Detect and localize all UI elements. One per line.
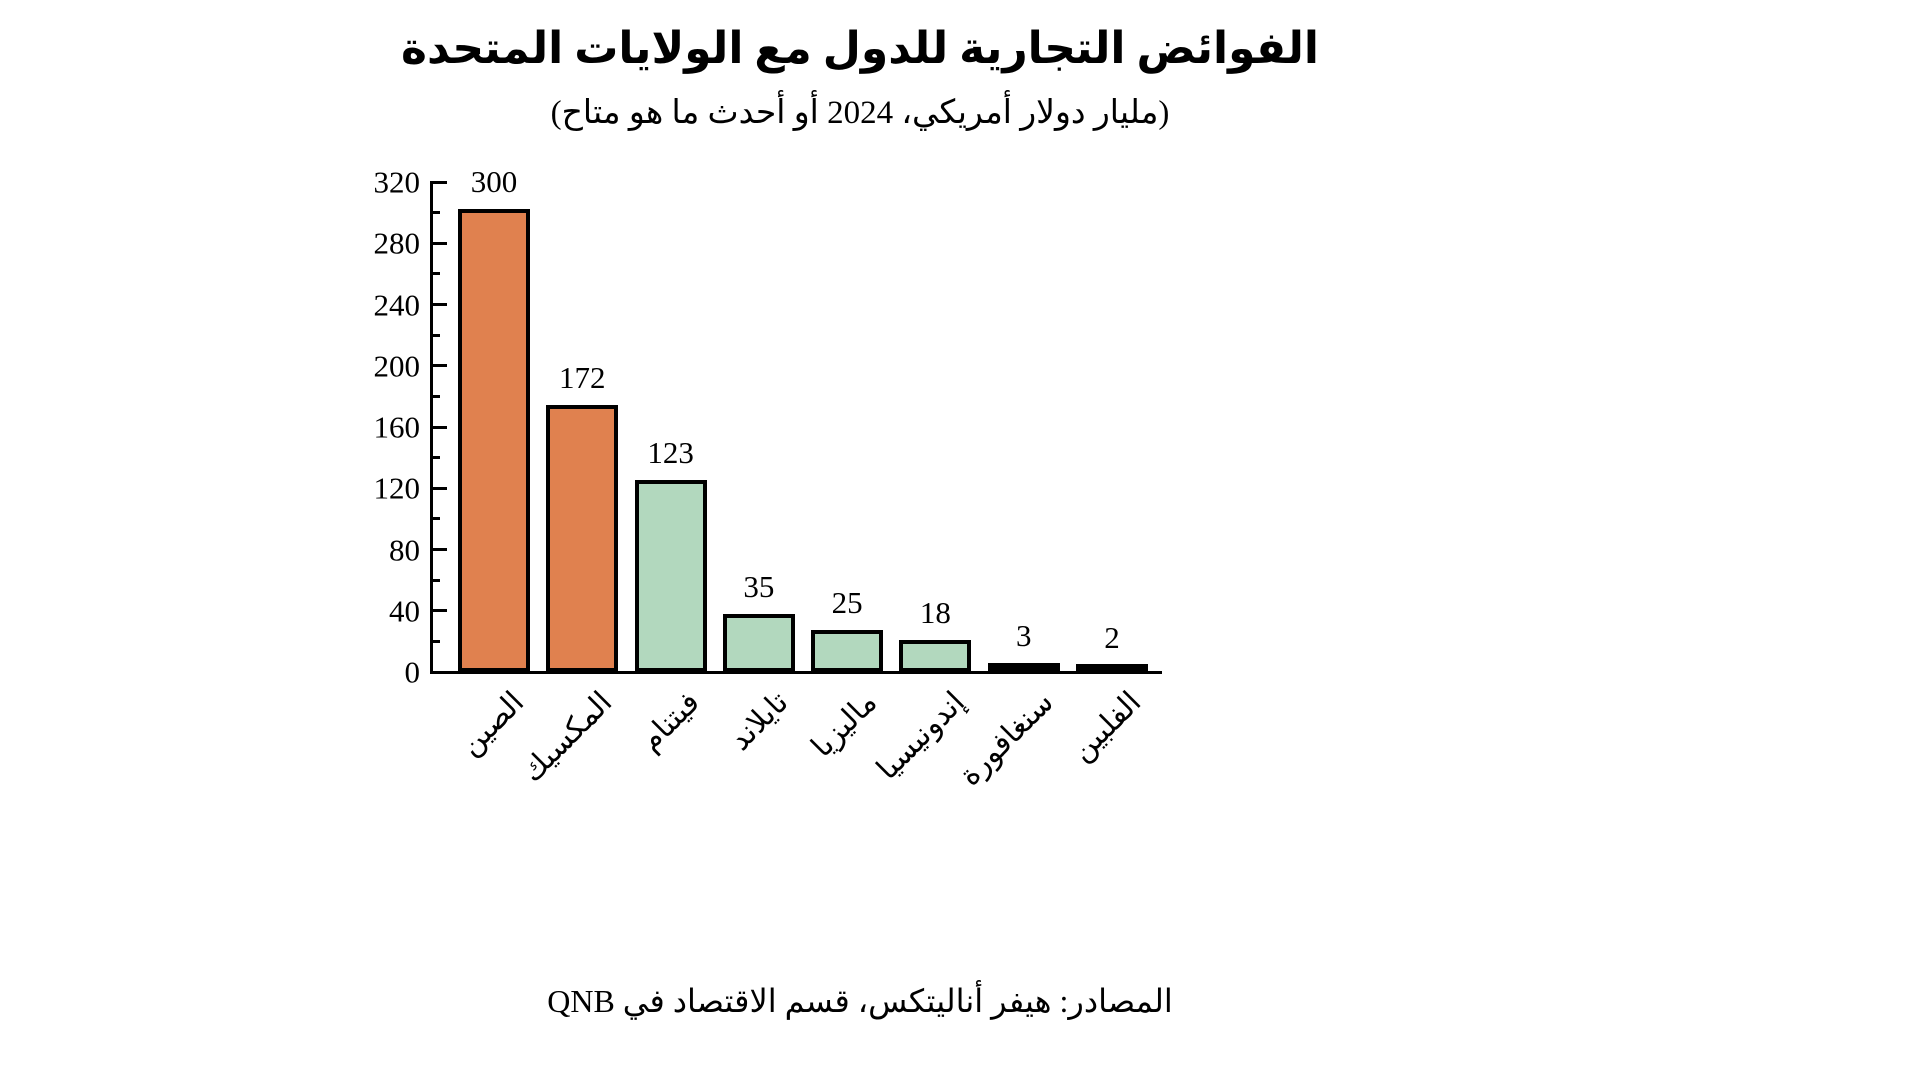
bar-group-china: 300 [458, 166, 530, 672]
y-minor-tick-260 [430, 272, 440, 276]
bar-value-mexico: 172 [559, 359, 606, 395]
bar-group-mexico: 172 [546, 182, 619, 672]
chart-figure: الفوائض التجارية للدول مع الولايات المتح… [330, 0, 1390, 1080]
bar-value-thailand: 35 [743, 569, 775, 605]
chart-title: الفوائض التجارية للدول مع الولايات المتح… [401, 24, 1319, 73]
bar-china [458, 208, 530, 672]
y-minor-tick-20 [430, 639, 440, 643]
y-major-tick-80 [430, 548, 447, 551]
x-label-china: الصين [453, 685, 530, 763]
bar-indonesia [899, 640, 972, 672]
y-major-tick-200 [430, 364, 447, 368]
x-label-malaysia: ماليزيا [804, 685, 884, 764]
bar-value-philippines: 2 [1104, 619, 1120, 655]
bar-singapore [987, 663, 1060, 672]
y-tick-label-320: 320 [373, 164, 421, 200]
bar-group-indonesia: 18 [899, 182, 972, 672]
bars-group: 300 172 123 35 25 18 3 2 [458, 166, 1148, 672]
y-minor-tick-140 [430, 456, 440, 460]
y-major-tick-40 [430, 609, 447, 613]
y-tick-label-120: 120 [373, 470, 421, 506]
source-note: المصادر: هيفر أناليتكس، قسم الاقتصاد في … [547, 983, 1173, 1019]
bar-value-singapore: 3 [1015, 618, 1032, 654]
y-tick-label-240: 240 [373, 287, 421, 322]
bar-group-singapore: 3 [987, 182, 1060, 672]
bar-thailand [722, 614, 795, 672]
y-major-tick-120 [430, 486, 447, 490]
y-tick-label-80: 80 [389, 532, 420, 567]
bar-value-china: 300 [470, 163, 518, 199]
y-minor-tick-180 [430, 394, 440, 398]
chart-subtitle: (مليار دولار أمريكي، 2024 أو أحدث ما هو … [550, 95, 1170, 131]
x-axis-line [430, 671, 1162, 674]
y-minor-tick-300 [430, 211, 440, 215]
y-tick-label-160: 160 [373, 409, 421, 445]
y-major-tick-160 [430, 425, 447, 429]
y-tick-label-200: 200 [373, 348, 421, 384]
x-label-vietnam: فيتنام [634, 685, 707, 758]
x-label-mexico: المكسيك [515, 685, 619, 789]
y-major-tick-280 [430, 241, 447, 245]
bar-philippines [1075, 664, 1148, 672]
x-label-philippines: الفلبين [1065, 685, 1148, 768]
bar-mexico [546, 404, 619, 672]
bar-group-vietnam: 123 [634, 182, 707, 672]
x-label-singapore: سنغافورة [952, 685, 1060, 793]
bar-value-malaysia: 25 [831, 584, 863, 620]
bar-value-indonesia: 18 [919, 595, 951, 631]
bar-group-thailand: 35 [722, 182, 795, 672]
y-tick-label-280: 280 [373, 225, 421, 261]
y-major-tick-320 [430, 180, 447, 184]
y-major-tick-240 [430, 303, 447, 306]
y-major-tick-0 [430, 670, 447, 674]
plot-area: 0 40 80 120 160 200 240 280 320 300 172 123 35 25 18 3… [374, 166, 1162, 792]
bar-value-vietnam: 123 [647, 434, 694, 470]
bar-group-malaysia: 25 [811, 182, 884, 672]
bar-malaysia [811, 629, 884, 672]
bar-vietnam [634, 479, 707, 672]
x-label-thailand: تايلاند [723, 685, 795, 757]
y-minor-tick-60 [430, 578, 440, 582]
bar-group-philippines: 2 [1075, 182, 1148, 672]
y-tick-label-0: 0 [404, 654, 421, 690]
y-minor-tick-100 [430, 517, 440, 521]
y-tick-label-40: 40 [389, 593, 420, 629]
y-minor-tick-220 [430, 333, 440, 337]
